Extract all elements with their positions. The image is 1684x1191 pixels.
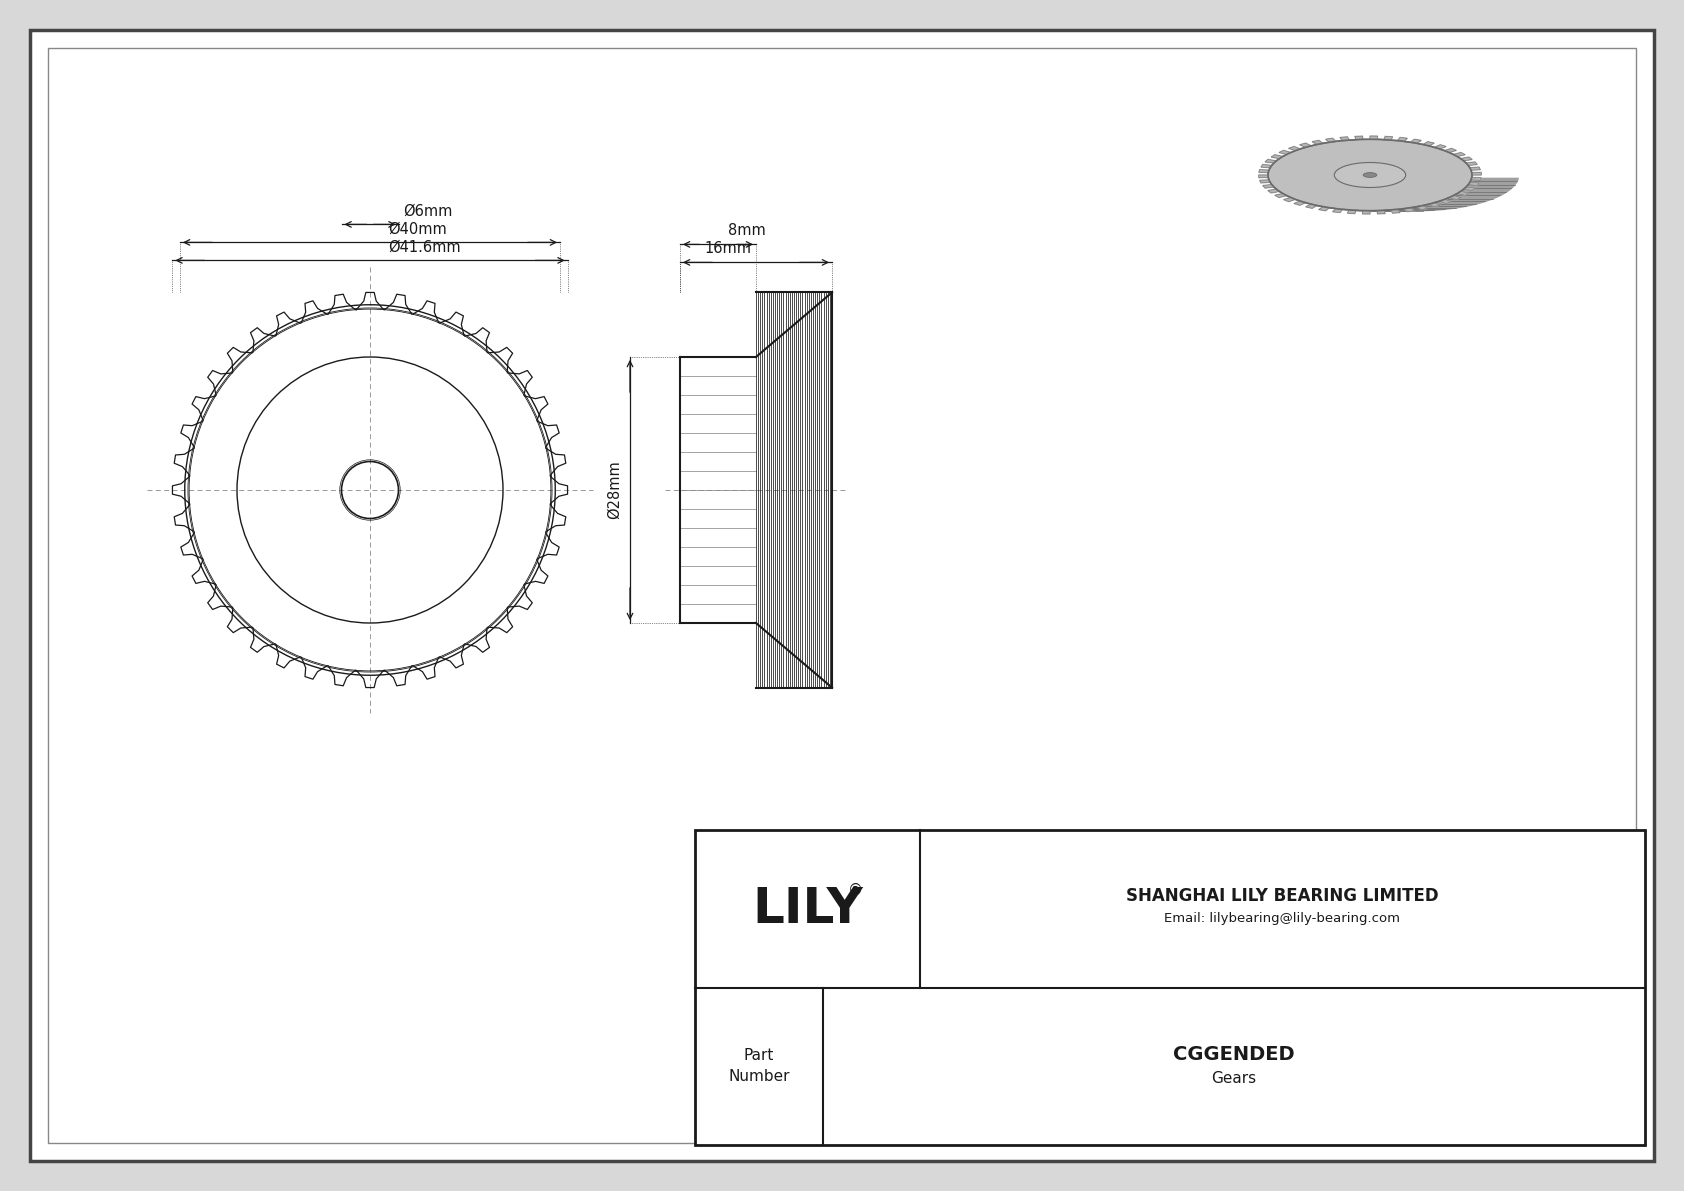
Polygon shape	[1440, 199, 1452, 204]
Polygon shape	[1378, 211, 1386, 214]
Polygon shape	[1362, 211, 1371, 214]
Polygon shape	[1416, 206, 1428, 210]
Text: Gears: Gears	[1211, 1071, 1256, 1086]
Polygon shape	[1347, 210, 1356, 213]
Polygon shape	[1468, 182, 1479, 186]
Polygon shape	[1261, 164, 1271, 168]
Polygon shape	[1300, 143, 1312, 148]
Polygon shape	[1332, 208, 1342, 212]
Polygon shape	[1404, 207, 1415, 212]
Polygon shape	[1268, 189, 1280, 193]
Text: 8mm: 8mm	[727, 224, 766, 238]
Polygon shape	[1470, 167, 1480, 170]
Polygon shape	[1463, 187, 1475, 191]
Polygon shape	[1271, 155, 1283, 158]
Ellipse shape	[1268, 139, 1472, 211]
Polygon shape	[1460, 157, 1472, 161]
Ellipse shape	[1334, 162, 1406, 187]
Text: CGGENDED: CGGENDED	[1174, 1045, 1295, 1064]
Text: Ø6mm: Ø6mm	[404, 204, 453, 218]
Polygon shape	[1263, 185, 1273, 188]
Polygon shape	[1467, 162, 1477, 166]
Polygon shape	[1457, 192, 1468, 195]
Polygon shape	[1288, 146, 1300, 150]
Text: Ø40mm: Ø40mm	[387, 222, 446, 236]
Polygon shape	[1453, 152, 1465, 156]
Polygon shape	[1268, 179, 1519, 211]
Text: LILY: LILY	[753, 885, 862, 933]
Text: Part
Number: Part Number	[727, 1048, 790, 1084]
Polygon shape	[1371, 136, 1378, 139]
Polygon shape	[1472, 173, 1482, 175]
Polygon shape	[1411, 139, 1421, 143]
Text: Ø41.6mm: Ø41.6mm	[387, 239, 461, 255]
Polygon shape	[1260, 169, 1270, 173]
Polygon shape	[1435, 145, 1447, 149]
Polygon shape	[1258, 175, 1268, 177]
Polygon shape	[1428, 202, 1440, 207]
Polygon shape	[1450, 195, 1462, 200]
Polygon shape	[1325, 138, 1335, 142]
Text: 16mm: 16mm	[704, 242, 751, 256]
Polygon shape	[1384, 137, 1393, 141]
Text: Email: lilybearing@lily-bearing.com: Email: lilybearing@lily-bearing.com	[1165, 912, 1401, 925]
Polygon shape	[1305, 204, 1317, 208]
Ellipse shape	[1364, 173, 1378, 177]
Polygon shape	[1312, 141, 1324, 144]
Polygon shape	[1445, 149, 1457, 152]
Polygon shape	[1423, 142, 1435, 145]
Text: Ø28mm: Ø28mm	[606, 461, 621, 519]
Polygon shape	[1265, 160, 1276, 163]
Bar	[695, 830, 1645, 1145]
Polygon shape	[1472, 177, 1482, 180]
Polygon shape	[1275, 194, 1287, 198]
Polygon shape	[1280, 150, 1292, 155]
Polygon shape	[1293, 201, 1305, 205]
Text: ®: ®	[847, 884, 864, 898]
Polygon shape	[1356, 136, 1362, 139]
Polygon shape	[1319, 207, 1329, 211]
Polygon shape	[1398, 137, 1408, 142]
Text: SHANGHAI LILY BEARING LIMITED: SHANGHAI LILY BEARING LIMITED	[1127, 887, 1438, 905]
Polygon shape	[1260, 180, 1270, 183]
Polygon shape	[1283, 198, 1295, 201]
Polygon shape	[1391, 210, 1399, 213]
Polygon shape	[1340, 137, 1349, 141]
Bar	[695, 830, 1645, 1145]
